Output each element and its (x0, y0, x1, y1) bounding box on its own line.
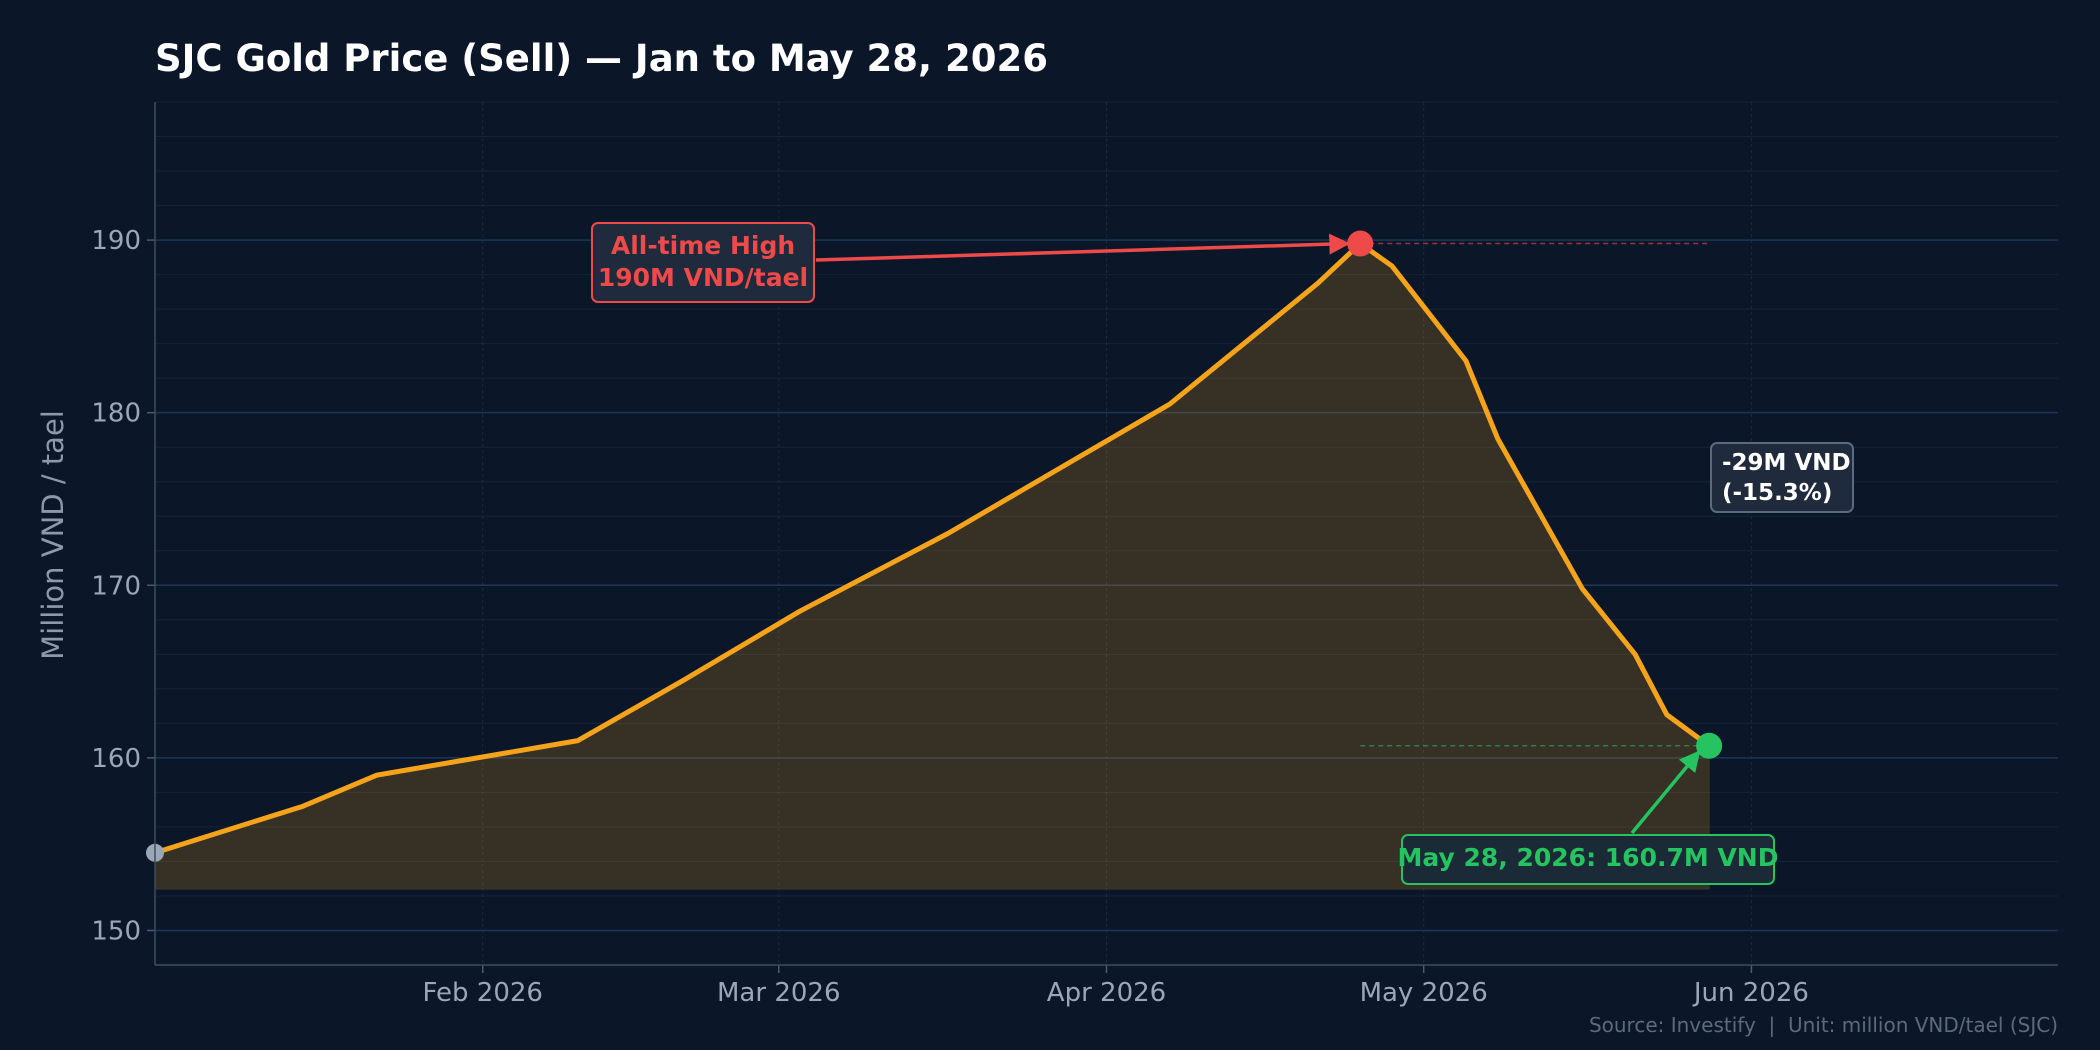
latest-arrow (1630, 750, 1701, 835)
change-label-text: (-15.3%) (1722, 480, 1832, 506)
y-tick-label: 180 (91, 399, 141, 429)
x-tick-label: Jun 2026 (1692, 978, 1809, 1008)
latest-label-box (1401, 834, 1775, 885)
area-fill (154, 242, 1710, 890)
peak-arrow (815, 233, 1351, 262)
latest-label-text: May 28, 2026: 160.7M VND (1398, 843, 1779, 872)
x-tick-label: Feb 2026 (423, 978, 543, 1008)
x-tick-label: Mar 2026 (717, 978, 841, 1008)
peak-label-box (591, 222, 815, 303)
y-tick-label: 170 (91, 571, 141, 601)
y-axis-label: Million VND / tael (36, 410, 70, 660)
change-label-box (1710, 442, 1854, 513)
y-tick-label: 190 (91, 226, 141, 256)
y-tick-label: 150 (91, 916, 141, 946)
peak-point (1347, 230, 1374, 257)
x-tick-label: May 2026 (1360, 978, 1488, 1008)
chart-title: SJC Gold Price (Sell) — Jan to May 28, 2… (155, 37, 1048, 80)
peak-label-text: All-time High (611, 231, 795, 260)
source-note: Source: Investify | Unit: million VND/ta… (1589, 1013, 2058, 1037)
price-line (152, 241, 1712, 856)
latest-point (1696, 732, 1723, 759)
x-tick-label: Apr 2026 (1047, 978, 1166, 1008)
change-label-text: -29M VND (1722, 450, 1851, 476)
peak-label-text: 190M VND/tael (598, 263, 808, 292)
y-tick-label: 160 (91, 744, 141, 774)
